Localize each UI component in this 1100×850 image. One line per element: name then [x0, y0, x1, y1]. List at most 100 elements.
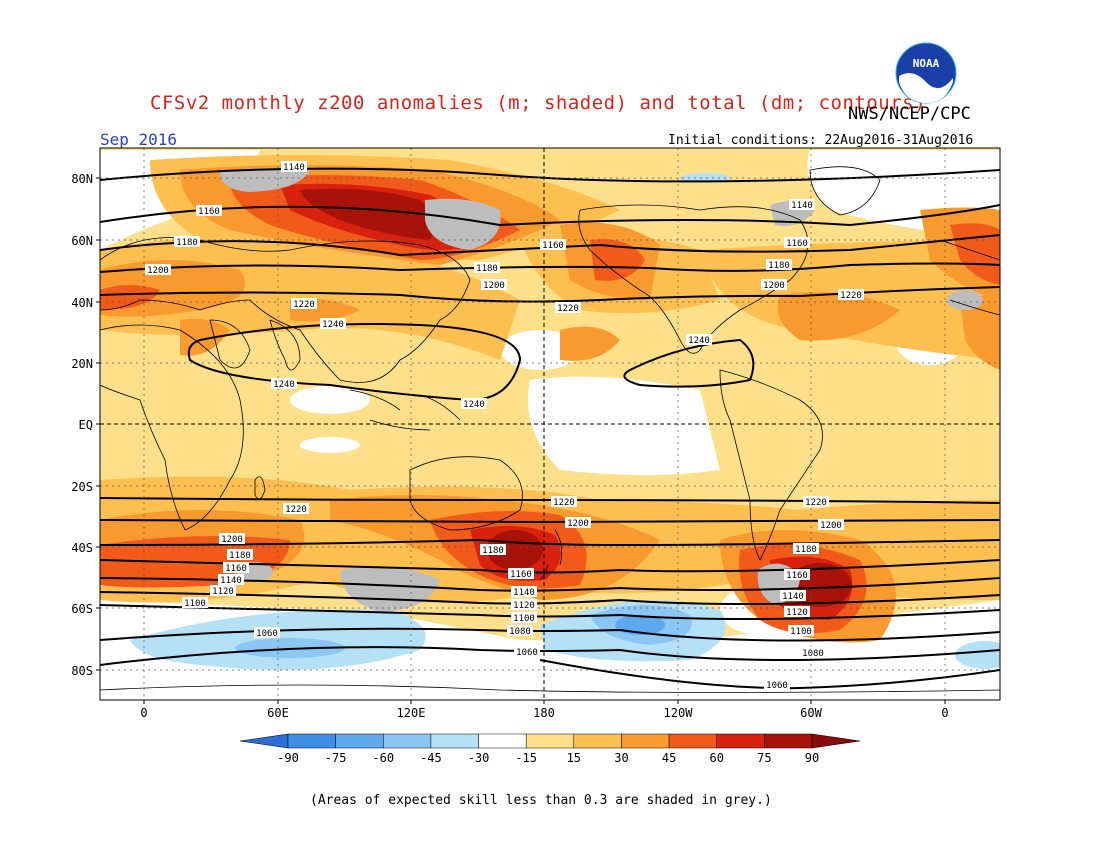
colorbar-tick-label: 60: [710, 751, 724, 765]
contour-label: 1060: [254, 627, 280, 639]
negative-anomaly-strong: [615, 615, 665, 635]
colorbar-swatch: [383, 733, 432, 749]
svg-text:1080: 1080: [509, 627, 531, 637]
lat-label: 60N: [71, 234, 93, 248]
svg-text:1100: 1100: [513, 614, 535, 624]
contour-label: 1140: [511, 586, 537, 598]
contour-label: 1200: [219, 533, 245, 545]
longitude-ticks: [143, 700, 946, 704]
svg-text:1140: 1140: [283, 163, 305, 173]
svg-text:1100: 1100: [790, 627, 812, 637]
svg-text:1240: 1240: [322, 320, 344, 330]
colorbar-tick-label: -45: [420, 751, 442, 765]
contour-label: 1140: [789, 199, 815, 211]
chart-title: CFSv2 monthly z200 anomalies (m; shaded)…: [150, 92, 927, 114]
contour-label: 1140: [281, 161, 307, 173]
contour-labels: 1140 1160 1180 1200 1220 1240 1240 1240 …: [145, 161, 864, 691]
svg-text:1200: 1200: [147, 266, 169, 276]
svg-text:1140: 1140: [513, 588, 535, 598]
contour-label: 1060: [764, 679, 790, 691]
noaa-logo: NOAA: [895, 42, 957, 104]
colorbar-tick-label: -75: [325, 751, 347, 765]
contour-label: 1120: [210, 585, 236, 597]
colorbar-arrow-high: [811, 733, 861, 749]
contour-label: 1220: [803, 496, 829, 508]
svg-text:1060: 1060: [516, 648, 538, 658]
svg-text:1140: 1140: [220, 576, 242, 586]
contour-1120-sh: [100, 591, 1000, 605]
lon-label: 60W: [800, 706, 822, 720]
contour-label: 1240: [461, 398, 487, 410]
contour-1140-sh: [100, 577, 1000, 592]
lat-label: 40N: [71, 296, 93, 310]
svg-text:1180: 1180: [176, 238, 198, 248]
contour-label: 1220: [838, 289, 864, 301]
colorbar-swatch: [573, 733, 622, 749]
svg-text:1080: 1080: [802, 649, 824, 659]
contour-label: 1120: [784, 606, 810, 618]
lon-label: 0: [941, 706, 948, 720]
contour-label: 1140: [780, 590, 806, 602]
lon-label: 180: [533, 706, 555, 720]
svg-text:1120: 1120: [513, 601, 535, 611]
contour-1240-america: [623, 338, 755, 388]
svg-text:1100: 1100: [184, 599, 206, 609]
positive-anomaly-over-90: [300, 188, 852, 607]
colorbar-tick-label: -90: [277, 751, 299, 765]
svg-text:1140: 1140: [782, 592, 804, 602]
svg-text:1120: 1120: [212, 587, 234, 597]
contour-label: 1180: [227, 549, 253, 561]
contour-label: 1160: [223, 562, 249, 574]
lon-label: 120E: [397, 706, 426, 720]
svg-text:1200: 1200: [221, 535, 243, 545]
svg-text:1060: 1060: [766, 681, 788, 691]
agency-label: NWS/NCEP/CPC: [848, 104, 971, 124]
colorbar-swatch: [287, 733, 336, 749]
svg-text:1180: 1180: [482, 546, 504, 556]
svg-text:1220: 1220: [285, 505, 307, 515]
contour-1220-sh: [100, 497, 1000, 504]
forecast-month: Sep 2016: [100, 130, 178, 149]
contour-label: 1160: [784, 237, 810, 249]
contour-label: 1220: [283, 503, 309, 515]
contour-label: 1200: [145, 264, 171, 276]
svg-text:1200: 1200: [820, 521, 842, 531]
svg-text:1200: 1200: [763, 281, 785, 291]
skill-footnote: (Areas of expected skill less than 0.3 a…: [310, 793, 772, 808]
svg-text:1220: 1220: [840, 291, 862, 301]
contour-label: 1200: [481, 279, 507, 291]
lon-label: 0: [140, 706, 147, 720]
svg-text:1240: 1240: [688, 336, 710, 346]
svg-text:1220: 1220: [805, 498, 827, 508]
colorbar-swatch: [478, 733, 527, 749]
contour-label: 1220: [551, 496, 577, 508]
colorbar-swatch: [716, 733, 765, 749]
contour-label: 1200: [761, 279, 787, 291]
colorbar-swatch: [764, 733, 813, 749]
contour-1160-nh: [100, 204, 1000, 227]
contour-label: 1240: [320, 318, 346, 330]
colorbar-swatch: [668, 733, 717, 749]
svg-text:1180: 1180: [768, 261, 790, 271]
svg-text:1160: 1160: [510, 570, 532, 580]
contour-label: 1080: [800, 647, 826, 659]
contour-1100-sh: [100, 604, 1000, 620]
contour-label: 1060: [514, 646, 540, 658]
contour-label: 1100: [511, 612, 537, 624]
svg-text:1200: 1200: [567, 519, 589, 529]
contour-label: 1200: [818, 519, 844, 531]
contour-label: 1200: [565, 517, 591, 529]
svg-text:1220: 1220: [557, 304, 579, 314]
contour-label: 1160: [784, 569, 810, 581]
noaa-logo-text: NOAA: [913, 57, 940, 70]
contour-label: 1140: [218, 574, 244, 586]
colorbar-swatch: [430, 733, 479, 749]
latitude-labels: 80N 60N 40N 20N EQ 20S 40S 60S 80S: [71, 172, 93, 678]
colorbar-swatch: [335, 733, 384, 749]
lat-label: 80N: [71, 172, 93, 186]
contour-label: 1160: [540, 239, 566, 251]
colorbar-tick-label: 90: [805, 751, 819, 765]
svg-text:1240: 1240: [273, 380, 295, 390]
svg-text:1160: 1160: [786, 239, 808, 249]
